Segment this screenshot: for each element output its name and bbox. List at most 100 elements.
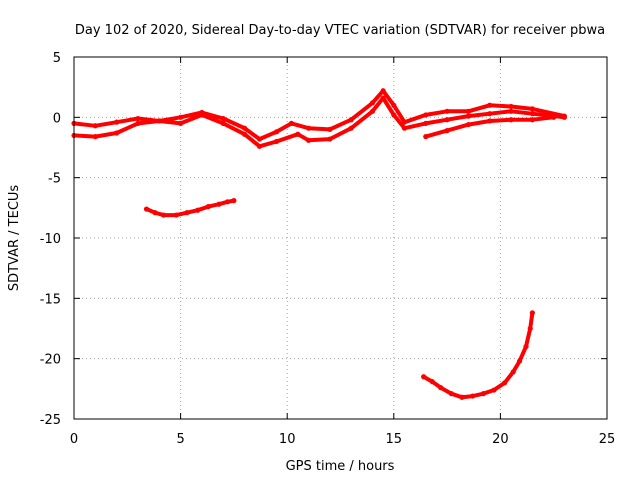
data-point bbox=[529, 310, 535, 316]
data-point bbox=[369, 108, 376, 114]
data-point bbox=[380, 95, 386, 101]
data-point bbox=[423, 134, 429, 140]
data-point bbox=[421, 374, 427, 380]
data-point bbox=[391, 102, 397, 108]
data-point bbox=[295, 131, 301, 137]
data-point bbox=[401, 125, 408, 131]
data-point bbox=[327, 136, 333, 142]
data-point bbox=[224, 199, 231, 205]
data-point bbox=[510, 369, 516, 375]
data-point bbox=[348, 125, 354, 131]
data-point bbox=[143, 206, 150, 212]
data-point bbox=[205, 204, 211, 210]
data-point bbox=[348, 117, 354, 123]
data-point bbox=[173, 212, 179, 218]
x-tick-label: 5 bbox=[176, 432, 184, 447]
data-point bbox=[444, 117, 450, 123]
x-tick-label: 20 bbox=[492, 432, 509, 447]
y-tick-label: 0 bbox=[53, 111, 61, 126]
series-line-arc-evening bbox=[421, 310, 535, 400]
data-point bbox=[508, 108, 514, 114]
y-tick-label: -25 bbox=[40, 413, 61, 428]
data-point bbox=[380, 88, 386, 94]
data-point bbox=[444, 108, 450, 114]
grid bbox=[74, 57, 607, 419]
data-point bbox=[369, 100, 376, 106]
y-tick-label: 5 bbox=[53, 51, 61, 66]
data-point bbox=[114, 119, 120, 125]
data-point bbox=[529, 111, 535, 117]
data-point bbox=[327, 126, 333, 132]
data-point bbox=[508, 103, 514, 110]
data-point bbox=[465, 108, 472, 114]
data-point bbox=[156, 118, 162, 124]
data-point bbox=[508, 117, 514, 123]
data-point bbox=[438, 385, 444, 391]
data-point bbox=[516, 358, 523, 364]
data-point bbox=[529, 117, 535, 123]
data-point bbox=[199, 112, 205, 118]
data-point bbox=[423, 120, 429, 126]
data-point bbox=[551, 114, 557, 120]
data-point bbox=[487, 118, 493, 124]
data-point bbox=[305, 137, 312, 143]
data-point bbox=[178, 114, 184, 120]
data-point bbox=[465, 113, 472, 119]
data-point bbox=[220, 120, 226, 126]
data-point bbox=[160, 212, 167, 218]
y-tick-label: -20 bbox=[40, 353, 61, 368]
data-point bbox=[288, 120, 295, 126]
chart-title: Day 102 of 2020, Sidereal Day-to-day VTE… bbox=[75, 23, 605, 38]
data-point bbox=[135, 115, 141, 122]
data-point bbox=[184, 210, 190, 216]
data-point bbox=[256, 136, 263, 142]
data-point bbox=[305, 125, 312, 131]
data-point bbox=[487, 102, 493, 108]
y-tick-label: -10 bbox=[40, 232, 61, 247]
data-point bbox=[459, 394, 465, 400]
ticks: 0 5 10 15 20 25 5 0 -5 -10 -15 -20 -25 bbox=[40, 51, 616, 447]
x-tick-label: 10 bbox=[279, 432, 296, 447]
data-point bbox=[502, 380, 508, 386]
data-point bbox=[152, 210, 158, 216]
series-layer bbox=[71, 88, 567, 400]
data-point bbox=[178, 120, 184, 126]
data-point bbox=[465, 121, 472, 128]
data-point bbox=[220, 115, 226, 122]
data-point bbox=[92, 134, 98, 140]
data-point bbox=[444, 128, 450, 134]
data-point bbox=[241, 131, 248, 137]
x-tick-label: 0 bbox=[70, 432, 78, 447]
data-point bbox=[391, 112, 397, 118]
data-point bbox=[114, 130, 120, 136]
y-axis-label: SDTVAR / TECUs bbox=[7, 185, 22, 292]
data-point bbox=[231, 197, 237, 204]
data-point bbox=[92, 123, 98, 129]
y-tick-label: -15 bbox=[40, 292, 61, 307]
data-point bbox=[195, 207, 201, 213]
data-point bbox=[491, 387, 497, 393]
data-point bbox=[273, 129, 280, 135]
data-point bbox=[529, 106, 535, 112]
data-point bbox=[256, 143, 263, 149]
data-point bbox=[470, 393, 476, 399]
data-point bbox=[527, 325, 533, 332]
data-point bbox=[423, 112, 429, 118]
data-point bbox=[241, 125, 248, 131]
data-point bbox=[429, 378, 435, 385]
series-line-main-band-lower bbox=[72, 96, 567, 149]
x-tick-label: 15 bbox=[386, 432, 403, 447]
data-point bbox=[487, 111, 493, 117]
data-point bbox=[216, 201, 222, 207]
x-tick-label: 25 bbox=[599, 432, 616, 447]
data-point bbox=[523, 344, 529, 350]
y-tick-label: -5 bbox=[48, 172, 61, 187]
data-point bbox=[480, 391, 486, 397]
data-point bbox=[273, 138, 280, 145]
x-axis-label: GPS time / hours bbox=[286, 459, 395, 474]
data-point bbox=[561, 114, 567, 120]
data-point bbox=[135, 120, 141, 126]
series-line-arc-morning bbox=[144, 198, 236, 218]
data-point bbox=[448, 391, 454, 397]
